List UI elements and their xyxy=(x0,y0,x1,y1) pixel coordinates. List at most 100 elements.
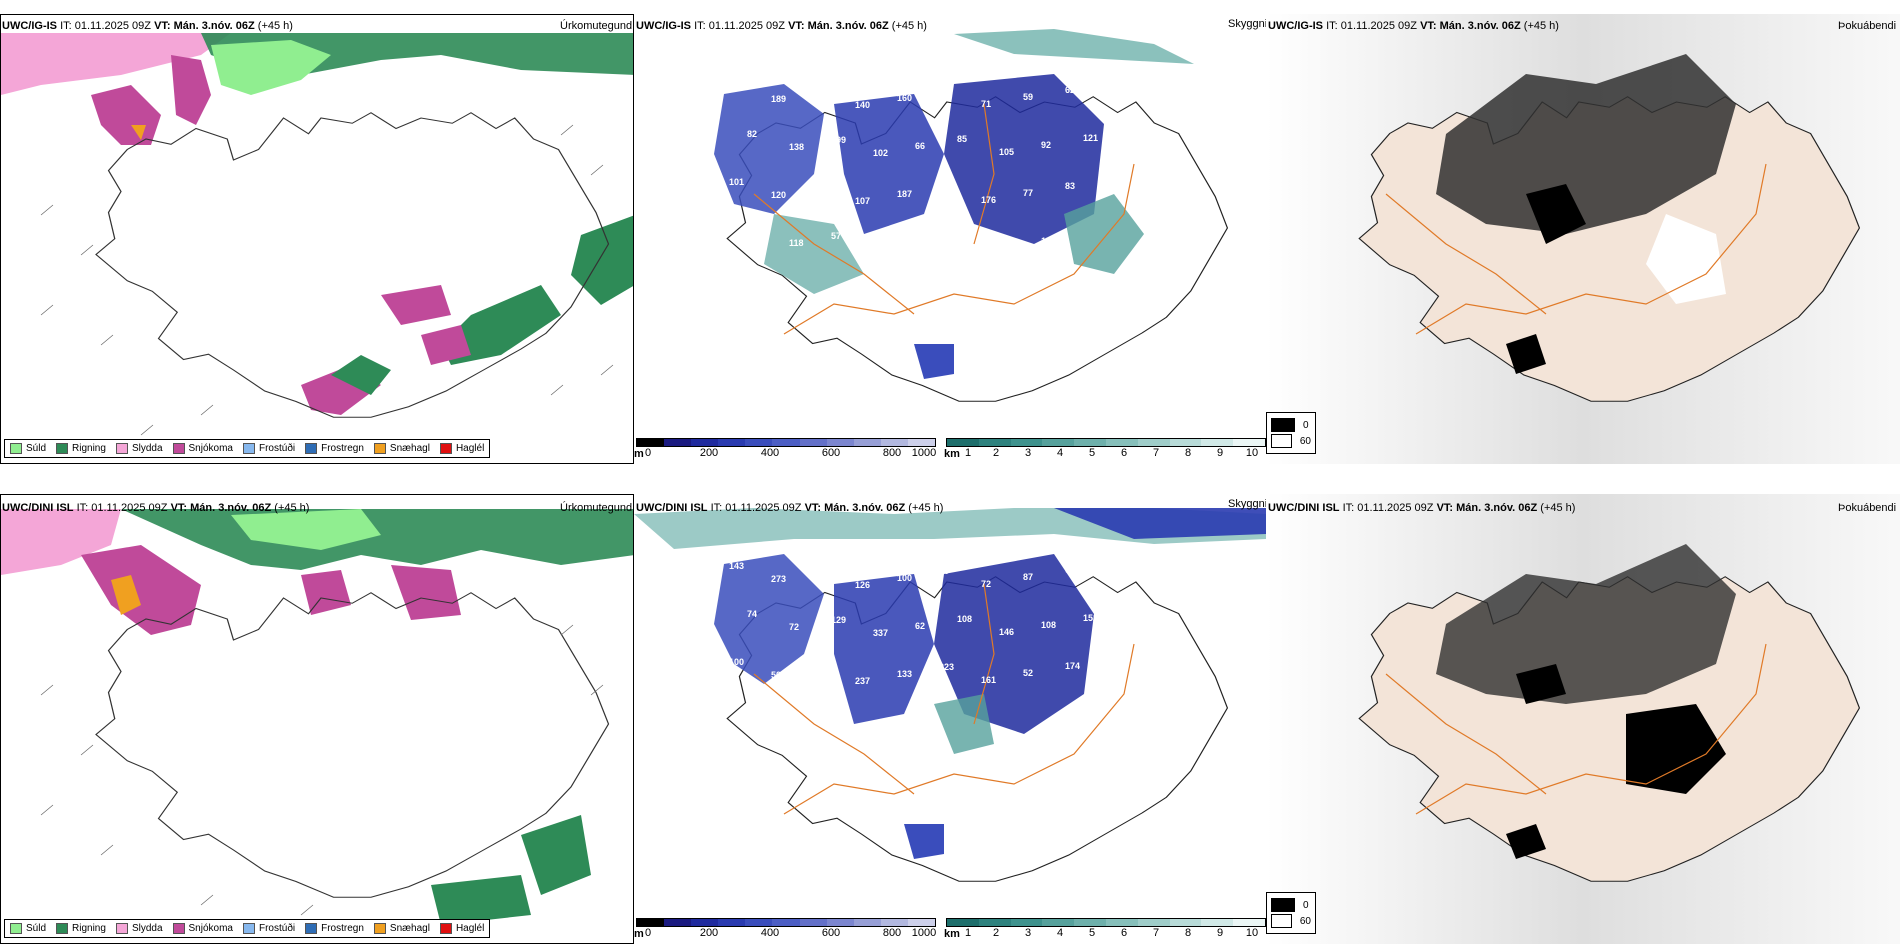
vis-scale-m-bar xyxy=(636,918,936,927)
tick-label: 10 xyxy=(1245,927,1259,939)
tick-label: 6 xyxy=(1120,447,1128,459)
visibility-value-label: 189 xyxy=(771,94,786,104)
scale-segment xyxy=(691,919,719,926)
visibility-value-label: 108 xyxy=(1041,620,1056,630)
vt-value: Mán. 3.nóv. 06Z xyxy=(1456,502,1538,514)
lead-time: (+45 h) xyxy=(1540,502,1576,514)
header-visibility-bottom: UWC/DINI ISL IT: 01.11.2025 09Z VT: Mán.… xyxy=(636,502,943,514)
visibility-value-label: 87 xyxy=(1023,572,1033,582)
vt-label: VT: xyxy=(788,20,805,32)
scale-segment xyxy=(880,919,908,926)
it-value: 01.11.2025 09Z xyxy=(1357,502,1434,514)
visibility-value-label: 129 xyxy=(831,615,846,625)
scale-segment xyxy=(745,919,773,926)
vis-unit-km: km xyxy=(944,928,960,940)
visibility-value-label: 105 xyxy=(999,147,1014,157)
visibility-value-label: 66 xyxy=(915,141,925,151)
visibility-value-label: 138 xyxy=(789,142,804,152)
legend-swatch xyxy=(10,923,22,934)
legend-item: Slydda xyxy=(115,443,163,454)
tick-label: 7 xyxy=(1152,927,1160,939)
legend-label: Súld xyxy=(26,443,47,454)
it-value: 01.11.2025 09Z xyxy=(708,20,785,32)
legend-label: Slydda xyxy=(131,923,163,934)
it-label: IT: xyxy=(76,502,89,514)
visibility-title-top: Skyggni xyxy=(1228,18,1268,30)
scale-segment xyxy=(1137,919,1170,926)
visibility-value-label: 52 xyxy=(1023,668,1033,678)
vt-label: VT: xyxy=(170,502,188,514)
fog-legend-item: 0 xyxy=(1271,898,1311,912)
vt-value: Mán. 3.nóv. 06Z xyxy=(824,502,906,514)
scale-segment xyxy=(718,439,746,446)
fog-legend-label: 0 xyxy=(1303,899,1309,911)
visibility-value-label: 62 xyxy=(1065,85,1075,95)
it-label: IT: xyxy=(694,20,706,32)
visibility-value-label: 220 xyxy=(813,87,828,97)
vis-scale-km-bar xyxy=(946,438,1266,447)
visibility-value-label: 237 xyxy=(855,676,870,686)
it-label: IT: xyxy=(60,20,72,32)
visibility-value-label: 120 xyxy=(771,190,786,200)
scale-segment xyxy=(664,439,692,446)
header-fog-top: UWC/IG-IS IT: 01.11.2025 09Z VT: Mán. 3.… xyxy=(1268,20,1559,32)
legend-item: Rigning xyxy=(56,923,106,934)
visibility-value-label: 83 xyxy=(1065,181,1075,191)
visibility-value-label: 60 xyxy=(939,566,949,576)
legend-swatch xyxy=(172,923,185,934)
visibility-value-label: 50 xyxy=(771,670,781,680)
lead-time: (+45 h) xyxy=(908,502,944,514)
legend-item: Snjókoma xyxy=(172,443,233,454)
visibility-value-label: 108 xyxy=(957,614,972,624)
tick-label: 800 xyxy=(882,447,902,459)
fog-swatch xyxy=(1271,898,1295,912)
legend-label: Súld xyxy=(26,923,47,934)
visibility-value-label: 101 xyxy=(729,177,744,187)
legend-label: Rigning xyxy=(72,443,106,454)
vt-label: VT: xyxy=(804,502,822,514)
visibility-map-bottom: 1432731971261006072876974721293376210814… xyxy=(634,494,1266,944)
scale-segment xyxy=(1010,439,1043,446)
header-precip-bottom: UWC/DINI ISL IT: 01.11.2025 09Z VT: Mán.… xyxy=(2,502,309,514)
visibility-value-label: 126 xyxy=(855,580,870,590)
fog-legend-label: 60 xyxy=(1299,915,1311,927)
tick-label: 5 xyxy=(1088,927,1096,939)
scale-segment xyxy=(664,919,692,926)
vis-scale-m-ticks: 0 200 400 600 800 1000 xyxy=(636,447,936,461)
legend-item: Frostúði xyxy=(242,443,296,454)
model-name: UWC/IG-IS xyxy=(2,20,57,32)
model-name: UWC/IG-IS xyxy=(636,20,691,32)
scale-segment xyxy=(947,919,979,926)
legend-item: Haglél xyxy=(439,443,485,454)
legend-label: Snjókoma xyxy=(188,443,233,454)
vt-label: VT: xyxy=(1436,502,1454,514)
visibility-value-label: 107 xyxy=(747,225,762,235)
precip-legend-top: Súld Rigning Slydda Snjókoma Frostúði Fr… xyxy=(4,439,491,458)
visibility-value-label: 69 xyxy=(1065,565,1075,575)
scale-segment xyxy=(1010,919,1043,926)
header-precip-top: UWC/IG-IS IT: 01.11.2025 09Z VT: Mán. 3.… xyxy=(2,20,293,32)
scale-segment xyxy=(637,919,665,926)
precip-panel-bottom: Súld Rigning Slydda Snjókoma Frostúði Fr… xyxy=(0,494,634,944)
visibility-value-label: 100 xyxy=(897,573,912,583)
legend-label: Frostúði xyxy=(258,443,296,454)
legend-label: Haglél xyxy=(455,443,485,454)
visibility-value-label: 81 xyxy=(957,230,967,240)
fog-legend-item: 60 xyxy=(1271,434,1311,448)
vt-value: Mán. 3.nóv. 06Z xyxy=(1439,20,1521,32)
legend-swatch xyxy=(242,443,255,454)
visibility-value-label: 152 xyxy=(1083,613,1098,623)
tick-label: 200 xyxy=(699,927,719,939)
legend-item: Slydda xyxy=(115,923,163,934)
visibility-value-label: 197 xyxy=(813,567,828,577)
scale-segment xyxy=(799,919,827,926)
visibility-title-bottom: Skyggni xyxy=(1228,498,1268,510)
vis-scale-km-bottom: 1 2 3 4 5 6 7 8 9 10 km xyxy=(944,918,1266,941)
scale-segment xyxy=(1042,919,1075,926)
tick-label: 1000 xyxy=(911,447,937,459)
scale-segment xyxy=(637,439,665,446)
visibility-value-label: 108 xyxy=(729,81,744,91)
legend-label: Slydda xyxy=(131,443,163,454)
precip-map-top xyxy=(1,15,633,463)
header-fog-bottom: UWC/DINI ISL IT: 01.11.2025 09Z VT: Mán.… xyxy=(1268,502,1575,514)
